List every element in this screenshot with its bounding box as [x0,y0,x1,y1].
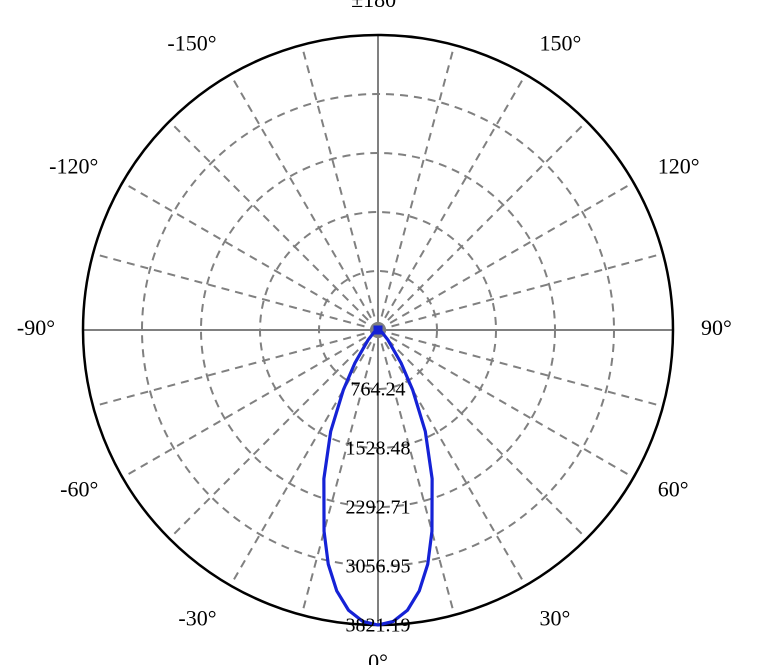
polar-chart: 764.24 1528.48 2292.71 3056.95 3821.19 ±180° -… [0,0,765,665]
radial-label: 3821.19 [346,615,411,637]
angle-label: 120° [658,154,700,179]
angle-label: -90° [17,315,55,340]
angle-label: ±180° [351,0,405,12]
angle-label: 150° [540,30,582,55]
angle-label: -60° [60,477,98,502]
radial-label: 1528.48 [346,438,411,460]
angle-label: 0° [368,649,388,665]
radial-label: 2292.71 [346,497,411,519]
angle-label: 90° [701,315,732,340]
angle-label: -30° [178,606,216,631]
angle-label: 60° [658,477,689,502]
radial-label: 3056.95 [346,556,411,578]
angle-label: -120° [49,154,98,179]
angle-label: -150° [167,30,216,55]
radial-label: 764.24 [351,379,406,401]
series-marker [374,326,383,335]
angle-label: 30° [540,606,571,631]
